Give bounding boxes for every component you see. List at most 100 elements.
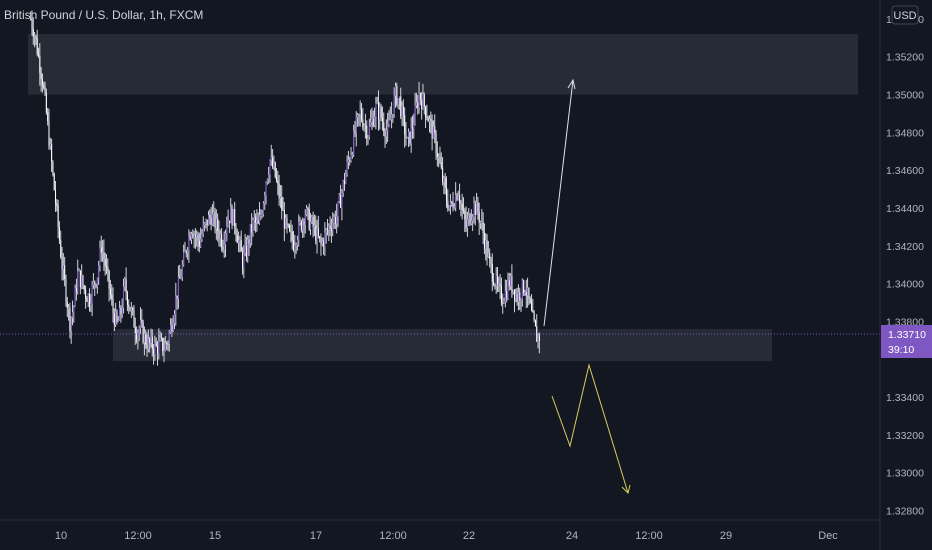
candle-body	[79, 270, 81, 288]
candle-body	[438, 156, 440, 158]
candle-body	[313, 225, 315, 227]
support-zone	[113, 329, 772, 362]
candle-body	[293, 240, 295, 250]
candle-body	[532, 310, 534, 313]
candle-body	[364, 125, 366, 127]
candle-body	[490, 258, 492, 264]
candle-body	[174, 314, 176, 324]
candle-body	[202, 225, 204, 235]
candle-body	[422, 94, 424, 109]
candle-body	[497, 275, 499, 285]
candle-body	[58, 226, 60, 241]
candle-body	[296, 239, 298, 246]
candle-body	[106, 266, 108, 268]
candle-body	[434, 126, 436, 134]
candle-body	[112, 299, 114, 314]
candle-body	[465, 219, 467, 228]
candle-body	[157, 345, 159, 354]
candle-body	[154, 342, 156, 354]
candle-body	[476, 201, 478, 215]
candle-body	[228, 220, 230, 224]
candle-body	[257, 220, 259, 224]
candle-body	[45, 92, 47, 113]
candle-body	[213, 211, 215, 215]
candle-body	[404, 115, 406, 135]
candle-body	[32, 28, 34, 37]
candle-body	[155, 342, 157, 346]
candle-body	[242, 251, 244, 268]
candle-body	[396, 85, 398, 105]
candle-body	[141, 319, 143, 323]
candle-body	[298, 221, 300, 240]
candle-body	[516, 293, 518, 302]
candle-body	[287, 224, 289, 226]
candle-body	[259, 215, 261, 224]
candle-body	[383, 122, 385, 132]
candle-body	[73, 306, 75, 313]
candle-body	[244, 245, 246, 253]
candle-body	[251, 224, 253, 233]
candle-body	[425, 106, 427, 118]
candle-body	[177, 276, 179, 299]
candle-body	[153, 349, 155, 354]
candle-body	[51, 144, 53, 162]
candle-body	[346, 161, 348, 174]
candle-body	[44, 87, 46, 93]
candle-body	[70, 317, 72, 331]
candle-body	[65, 278, 67, 303]
candle-body	[176, 295, 178, 299]
candle-body	[527, 287, 529, 296]
candle-body	[354, 130, 356, 134]
candle-body	[432, 126, 434, 139]
candle-body	[200, 239, 202, 247]
candle-body	[115, 311, 117, 325]
candle-body	[402, 106, 404, 116]
candle-body	[514, 289, 516, 300]
currency-button[interactable]	[891, 5, 919, 25]
candle-body	[149, 338, 151, 344]
candle-body	[151, 336, 153, 350]
candle-body	[171, 324, 173, 331]
price-tick-label: 1.33200	[886, 430, 924, 442]
candle-body	[393, 95, 395, 116]
candle-body	[333, 217, 335, 224]
candle-body	[504, 291, 506, 302]
candle-body	[189, 236, 191, 240]
candle-body	[162, 338, 164, 352]
candle-body	[381, 118, 383, 123]
candle-body	[528, 287, 530, 299]
candle-body	[89, 294, 91, 307]
candle-body	[502, 302, 504, 304]
candle-body	[391, 114, 393, 120]
candle-body	[225, 232, 227, 245]
candle-body	[315, 225, 317, 241]
candle-body	[53, 173, 55, 191]
price-tick-label: 1.35200	[886, 52, 924, 64]
time-tick-label: 22	[463, 530, 475, 542]
candle-body	[270, 157, 272, 161]
candle-body	[222, 246, 224, 250]
candle-body	[299, 221, 301, 223]
current-price-badge	[881, 325, 932, 358]
candle-body	[412, 127, 414, 129]
candle-body	[81, 275, 83, 288]
bearish-projection-arrowhead	[621, 484, 631, 494]
candle-body	[77, 271, 79, 292]
candle-body	[525, 292, 527, 296]
candle-body	[35, 35, 37, 39]
candle-body	[231, 206, 233, 226]
candle-body	[209, 215, 211, 218]
candle-body	[262, 203, 264, 215]
candle-body	[524, 292, 526, 294]
candle-body	[414, 105, 416, 125]
candle-body	[290, 230, 292, 232]
candle-body	[334, 217, 336, 224]
candle-body	[523, 280, 525, 294]
candle-body	[205, 219, 207, 224]
candle-body	[370, 122, 372, 126]
candle-body	[253, 217, 255, 221]
candle-body	[183, 252, 185, 265]
candle-body	[145, 334, 147, 345]
candle-body	[303, 221, 305, 225]
